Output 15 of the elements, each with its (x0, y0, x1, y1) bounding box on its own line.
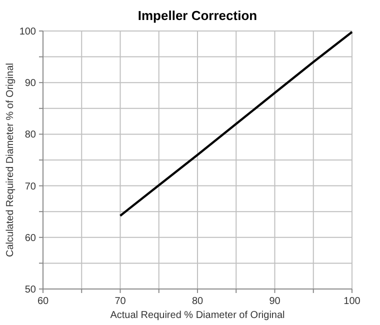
y-tick-label: 100 (19, 26, 36, 38)
line-series (119, 30, 354, 217)
y-tick-label: 50 (24, 284, 36, 296)
y-axis-title: Calculated Required Diameter % of Original (5, 63, 16, 257)
x-tick-label: 90 (269, 296, 281, 307)
y-tick-label: 60 (24, 232, 36, 244)
x-axis-title: Actual Required % Diameter of Original (110, 310, 285, 321)
y-tick-label: 90 (24, 78, 36, 90)
x-tick-label: 60 (37, 296, 49, 307)
y-tick-label: 80 (24, 130, 36, 141)
chart-title: Impeller Correction (138, 8, 258, 23)
x-tick-label: 80 (192, 296, 204, 307)
x-tick-label: 70 (114, 296, 126, 307)
x-tick-label: 100 (344, 296, 361, 307)
y-tick-label: 70 (24, 181, 36, 192)
